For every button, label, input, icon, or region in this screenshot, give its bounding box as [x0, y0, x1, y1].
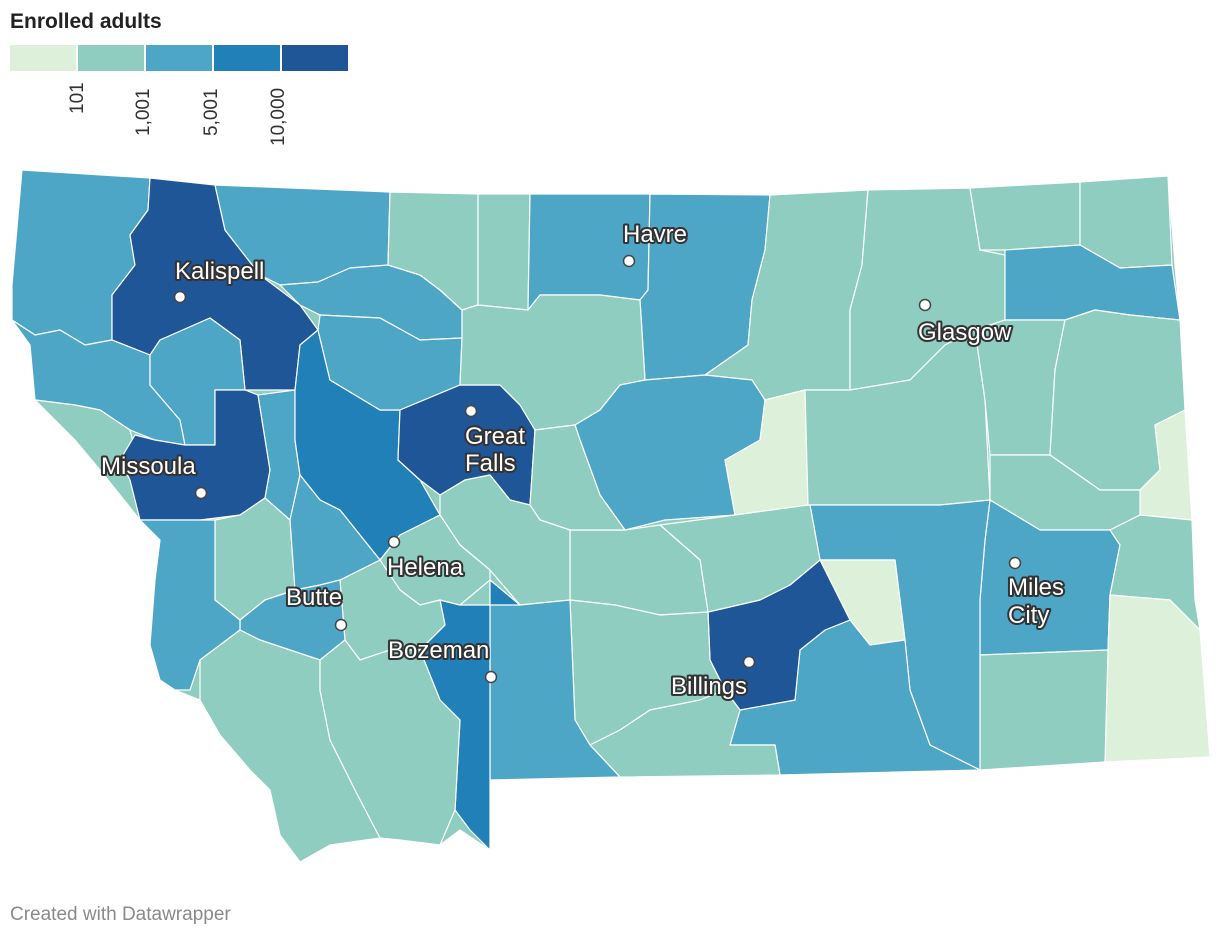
county-liberty: [477, 193, 531, 311]
city-label-havre: Havre: [623, 221, 687, 248]
city-dot-glasgow: [918, 298, 932, 312]
county-madison: [319, 639, 461, 846]
city-label-miles-city-2: City: [1008, 602, 1049, 629]
legend-swatch-5: [282, 45, 348, 71]
city-label-great-falls-2: Falls: [465, 450, 516, 477]
city-dot-helena: [387, 535, 401, 549]
city-label-helena: Helena: [387, 554, 464, 581]
map-title: Enrolled adults: [10, 10, 162, 33]
county-carbon: [589, 689, 781, 778]
legend-swatch-1: [10, 45, 76, 71]
city-label-miles-city-1: Miles: [1008, 574, 1064, 601]
city-label-billings: Billings: [671, 673, 747, 700]
county-sweet-grass: [489, 579, 621, 781]
color-legend: [10, 45, 350, 71]
city-dot-butte: [334, 618, 348, 632]
legend-swatch-4: [214, 45, 280, 71]
city-label-missoula: Missoula: [101, 453, 196, 480]
city-label-great-falls-1: Great: [465, 423, 525, 450]
county-sheridan: [969, 181, 1081, 251]
city-dot-bozeman: [484, 670, 498, 684]
city-dot-havre: [622, 254, 636, 268]
legend-swatch-2: [78, 45, 144, 71]
city-label-bozeman: Bozeman: [388, 637, 489, 664]
city-dot-missoula: [194, 486, 208, 500]
city-markers: Kalispell Havre Glasgow Great Falls Miss…: [99, 219, 1066, 702]
city-dot-billings: [742, 655, 756, 669]
county-powder-river: [979, 649, 1109, 771]
county-hill: [527, 193, 651, 311]
legend-swatch-3: [146, 45, 212, 71]
city-dot-kalispell: [173, 290, 187, 304]
city-label-glasgow: Glasgow: [918, 319, 1012, 346]
city-label-kalispell: Kalispell: [175, 258, 264, 285]
city-dot-miles-city: [1008, 556, 1022, 570]
city-label-butte: Butte: [286, 584, 342, 611]
datawrapper-credit: Created with Datawrapper: [10, 904, 231, 925]
city-dot-great-falls: [464, 404, 478, 418]
